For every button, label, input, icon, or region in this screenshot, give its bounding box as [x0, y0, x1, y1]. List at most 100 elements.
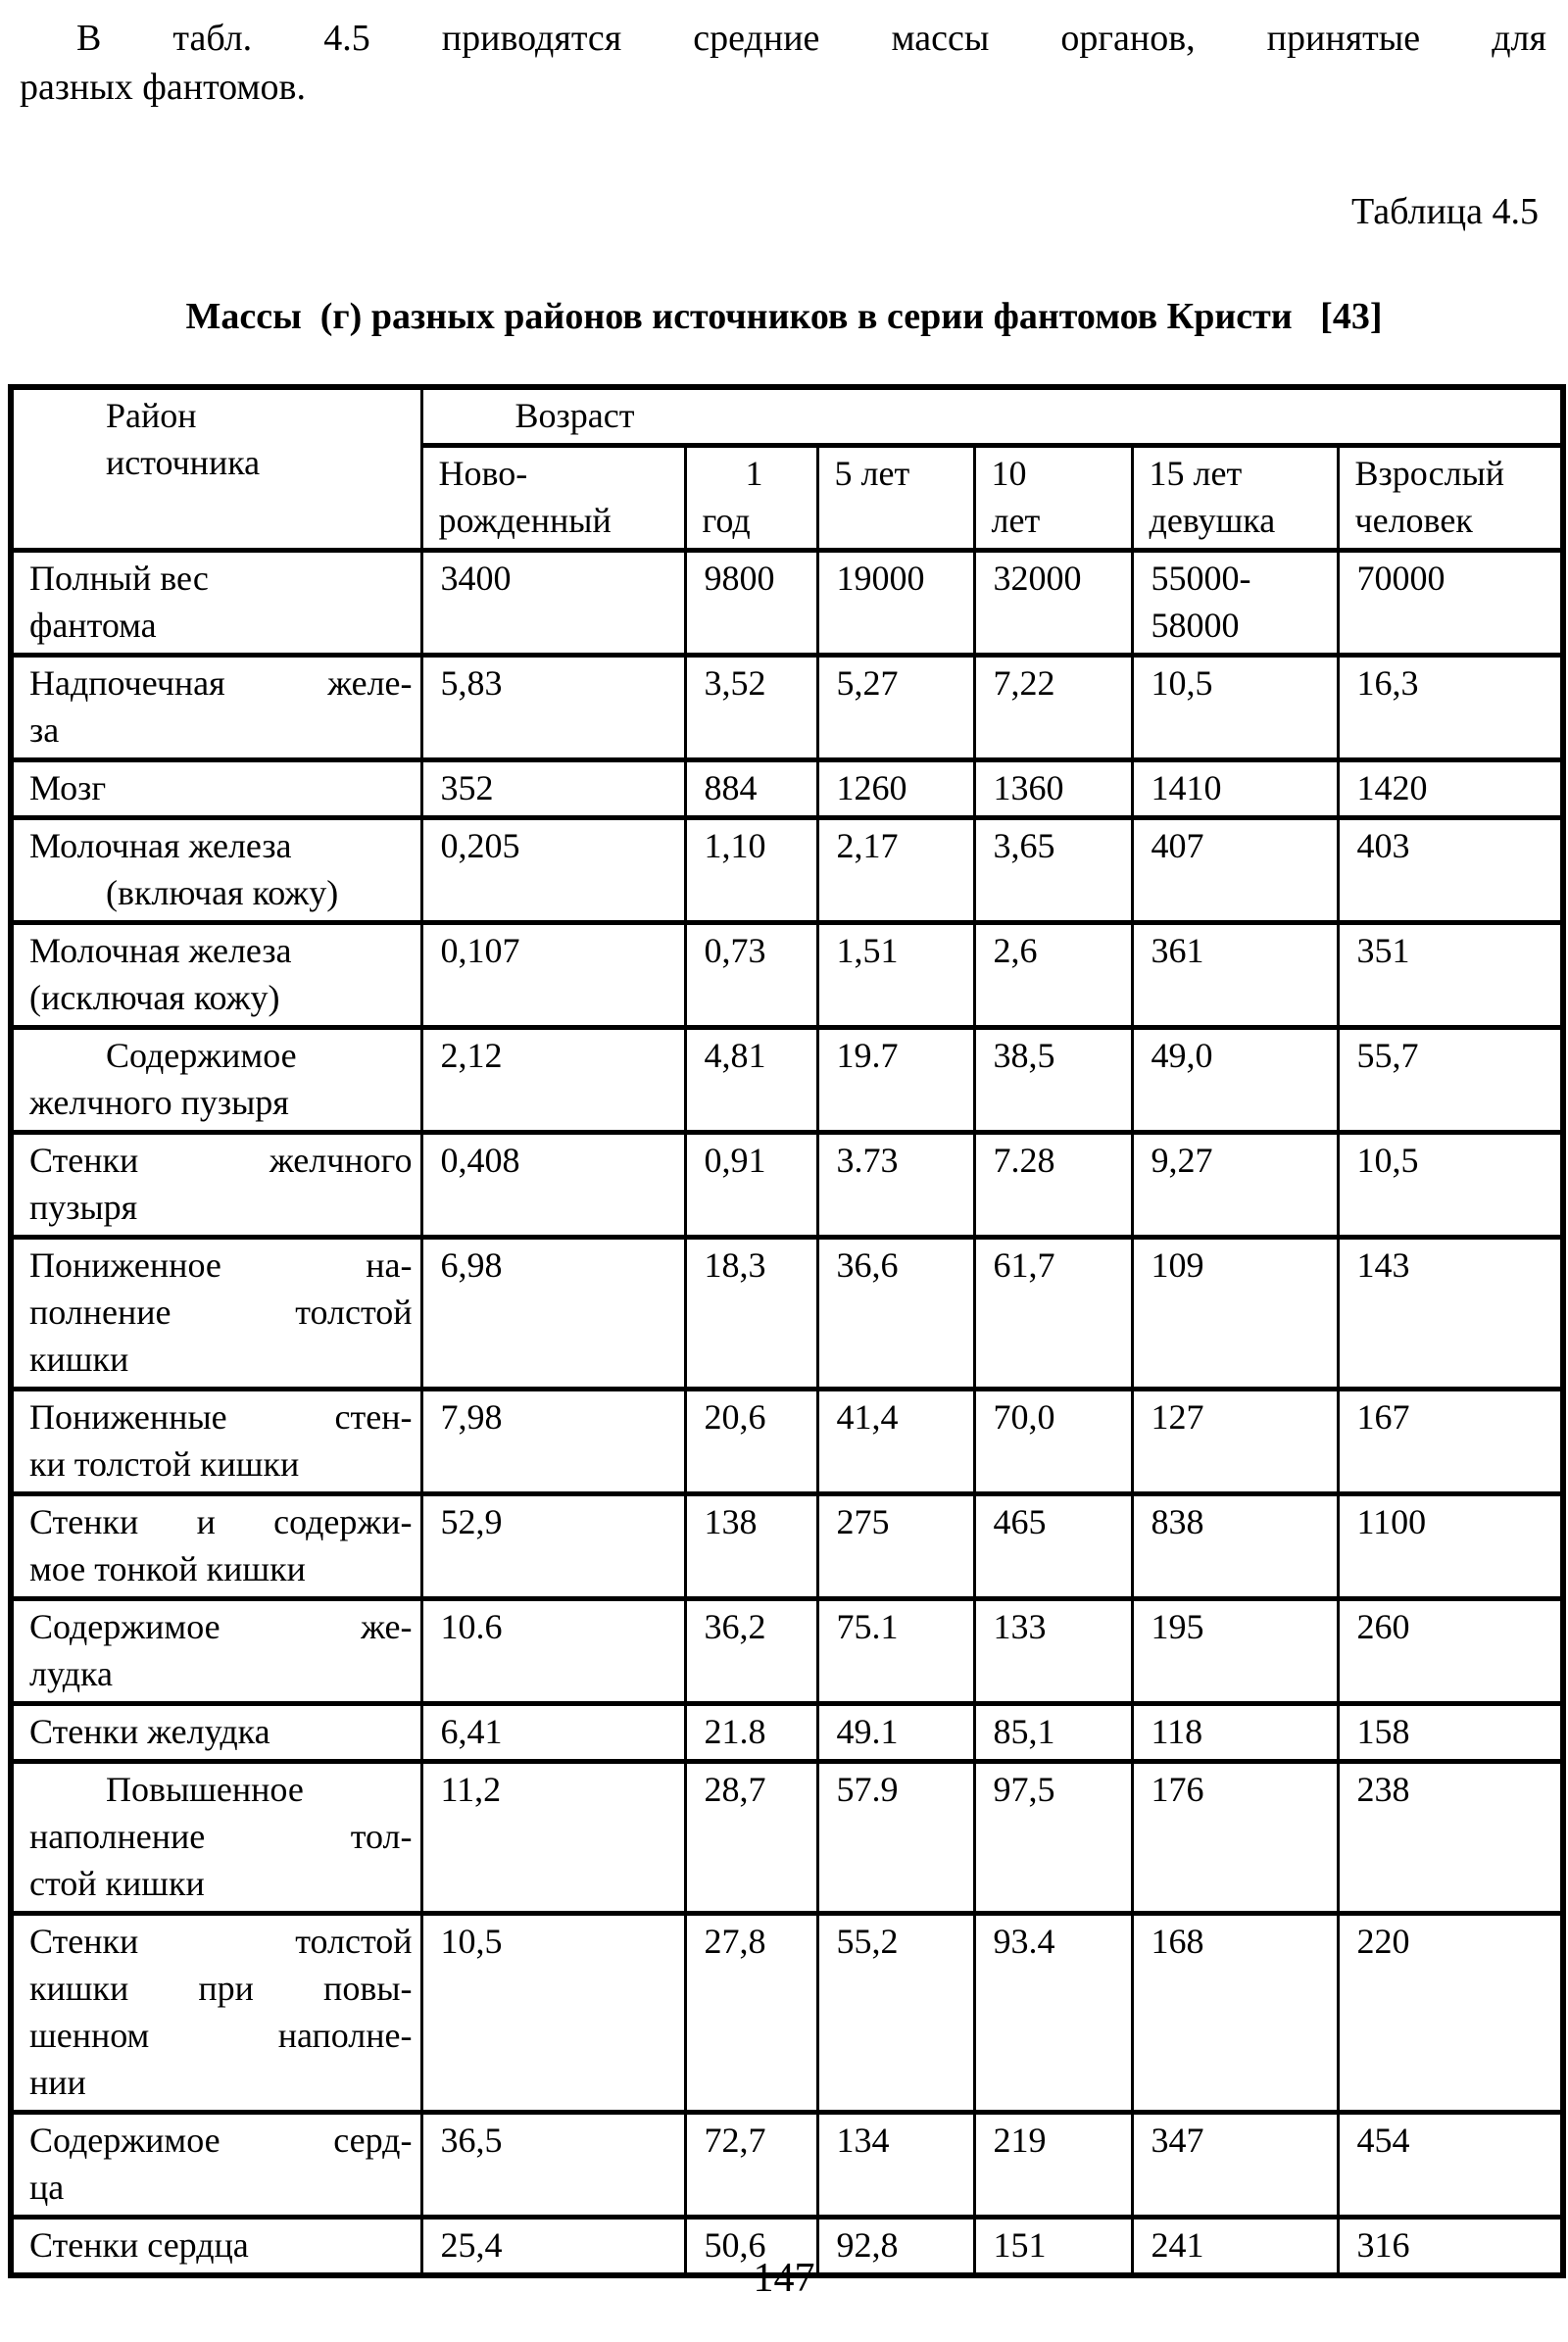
cell-line: фантома: [29, 606, 157, 645]
value-cell: 0,205: [419, 815, 687, 925]
value-cell: 109: [1130, 1235, 1340, 1391]
value-cell: 134: [815, 2110, 976, 2220]
value-cell: 2,17: [815, 815, 976, 925]
cell-line: Стенки желудка: [29, 1712, 270, 1751]
cell-line: мое тонкой кишки: [29, 1549, 306, 1588]
value-cell: 28,7: [683, 1759, 819, 1916]
value-cell: 85,1: [972, 1701, 1134, 1764]
cell-line: Стенки желчного: [29, 1141, 413, 1180]
value-cell: 1,10: [683, 815, 819, 925]
value-cell: 52,9: [419, 1491, 687, 1601]
cell-line: Повышенное: [106, 1770, 304, 1809]
header-row-ages: Ново-рожденный 1 год 5 лет 10 лет 15 лет девушк…: [11, 443, 1565, 553]
value-cell: 55000- 58000: [1130, 548, 1340, 658]
table-row: Содержимое желчного пузыря 2,12 4,81 19.7 38,…: [9, 1025, 1565, 1135]
header-cell-age: 5 лет: [815, 443, 976, 553]
cell-line: за: [29, 710, 60, 750]
value-cell: 49.1: [815, 1701, 976, 1764]
page-number: 147: [753, 2256, 815, 2301]
value-cell: 1360: [972, 757, 1134, 820]
value-cell: 70000: [1336, 548, 1565, 658]
value-cell: 4,81: [683, 1025, 819, 1135]
value-cell: 351: [1336, 920, 1565, 1030]
table-row: Мозг 352 884 1260 1360 1410 1420: [9, 757, 1565, 820]
value-cell: 38,5: [972, 1025, 1134, 1135]
cell-line: лудка: [29, 1654, 113, 1693]
value-cell: 55,2: [815, 1911, 976, 2115]
table-title: Массы (г) разных районов источников в се…: [185, 296, 1383, 337]
value-cell: 93.4: [972, 1911, 1134, 2115]
cell-line: (исключая кожу): [29, 978, 280, 1017]
value-cell: 3,65: [972, 815, 1134, 925]
row-label-cell: Содержимое желчного пузыря: [9, 1025, 423, 1135]
intro-line: разных фантомов.: [20, 67, 306, 108]
value-cell: 316: [1336, 2215, 1565, 2278]
value-cell: 10,5: [1336, 1130, 1565, 1240]
cell-line: стой кишки: [29, 1864, 205, 1903]
value-cell: 3,52: [683, 653, 819, 762]
value-cell: 27,8: [683, 1911, 819, 2115]
value-cell: 1100: [1336, 1491, 1565, 1601]
intro-line: В табл. 4.5 приводятся средние массы орг…: [76, 18, 1546, 59]
cell-line: кишки при повы-: [29, 1969, 413, 2008]
value-cell: 36,5: [419, 2110, 687, 2220]
cell-line: год: [702, 501, 751, 540]
cell-line: 10: [991, 454, 1027, 493]
header-row-span: Район источника Возраст: [9, 384, 1565, 553]
cell-line: наполнение тол-: [29, 1817, 413, 1856]
row-label-cell: Стенки сердца: [9, 2215, 423, 2278]
row-label-cell: Содержимое же-лудка: [9, 1596, 423, 1706]
cell-line: 1: [745, 454, 763, 493]
value-cell: 21.8: [683, 1701, 819, 1764]
value-cell: 6,98: [419, 1235, 687, 1391]
value-cell: 10,5: [419, 1911, 687, 2115]
value-cell: 465: [972, 1491, 1134, 1601]
value-cell: 260: [1336, 1596, 1565, 1706]
cell-line: (включая кожу): [106, 873, 339, 912]
value-cell: 0,408: [419, 1130, 687, 1240]
value-cell: 9,27: [1130, 1130, 1340, 1240]
value-cell: 7.28: [972, 1130, 1134, 1240]
value-cell: 5,83: [419, 653, 687, 762]
cell-line: Возраст: [514, 396, 635, 435]
value-cell: 0,91: [683, 1130, 819, 1240]
value-cell: 176: [1130, 1759, 1340, 1916]
row-label-cell: Надпочечная желе-за: [9, 653, 423, 762]
row-label-cell: Пониженные стен-ки толстой кишки: [9, 1387, 423, 1496]
value-cell: 241: [1130, 2215, 1340, 2278]
value-cell: 16,3: [1336, 653, 1565, 762]
value-cell: 36,6: [815, 1235, 976, 1391]
cell-line: рожденный: [438, 501, 612, 540]
phantom-mass-table: Район источника Возраст Ново-рожденный 1 год 5…: [8, 384, 1567, 2278]
row-label-cell: Содержимое серд-ца: [9, 2110, 423, 2220]
value-cell: 70,0: [972, 1387, 1134, 1496]
value-cell: 5,27: [815, 653, 976, 762]
cell-line: 5 лет: [834, 454, 910, 493]
value-cell: 158: [1336, 1701, 1565, 1764]
value-cell: 75.1: [815, 1596, 976, 1706]
value-cell: 7,22: [972, 653, 1134, 762]
cell-line: пузыря: [29, 1188, 138, 1227]
cell-line: Пониженное на-: [29, 1245, 413, 1285]
value-cell: 55,7: [1336, 1025, 1565, 1135]
value-cell: 2,12: [419, 1025, 687, 1135]
value-cell: 1,51: [815, 920, 976, 1030]
cell-line: Стенки толстой: [29, 1922, 413, 1961]
value-cell: 41,4: [815, 1387, 976, 1496]
header-cell-age: Взрослый человек: [1336, 443, 1565, 553]
cell-line: нии: [29, 2063, 86, 2102]
value-cell: 18,3: [683, 1235, 819, 1391]
value-cell: 9800: [683, 548, 819, 658]
value-cell: 220: [1336, 1911, 1565, 2115]
value-cell: 195: [1130, 1596, 1340, 1706]
value-cell: 1420: [1336, 757, 1565, 820]
cell-line: Содержимое: [106, 1036, 297, 1075]
value-cell: 238: [1336, 1759, 1565, 1916]
row-label-cell: Мозг: [9, 757, 423, 820]
value-cell: 20,6: [683, 1387, 819, 1496]
value-cell: 275: [815, 1491, 976, 1601]
value-cell: 50,6: [683, 2215, 819, 2278]
value-cell: 0,73: [683, 920, 819, 1030]
value-cell: 118: [1130, 1701, 1340, 1764]
